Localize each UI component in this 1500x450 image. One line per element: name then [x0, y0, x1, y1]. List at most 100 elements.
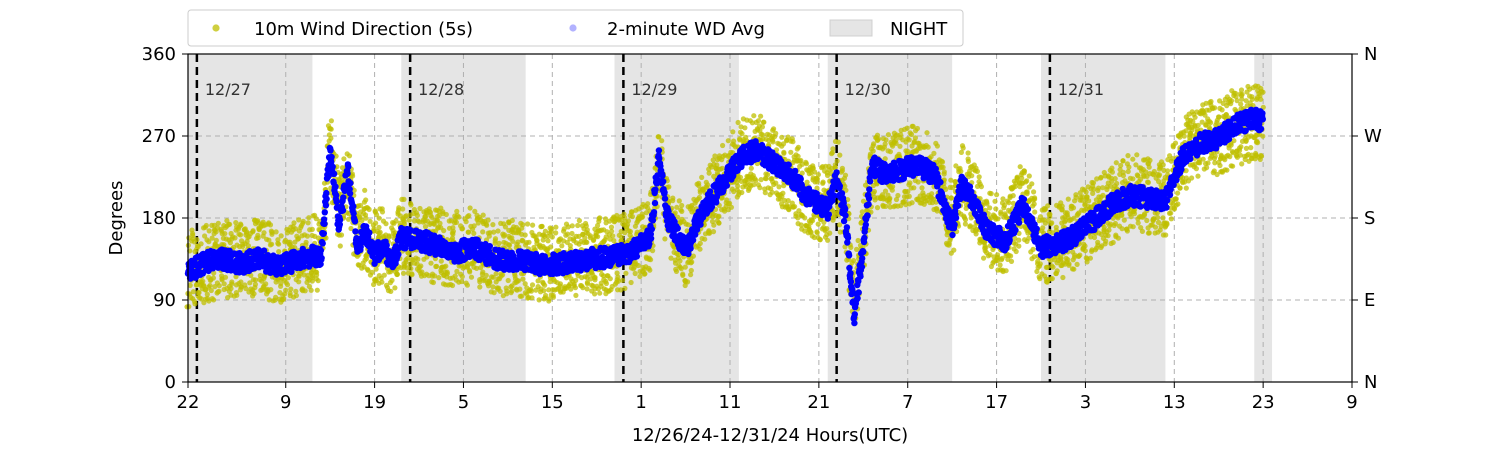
- raw-point: [983, 245, 989, 251]
- raw-point: [276, 241, 282, 247]
- raw-point: [1032, 209, 1038, 215]
- raw-point: [186, 304, 192, 310]
- raw-point: [1156, 172, 1163, 178]
- raw-point: [976, 174, 982, 180]
- raw-point: [814, 230, 820, 236]
- raw-point: [1200, 156, 1206, 162]
- raw-point: [858, 220, 864, 226]
- raw-point: [647, 267, 653, 273]
- raw-point: [244, 238, 250, 244]
- raw-point: [1032, 196, 1038, 202]
- raw-point: [712, 153, 718, 159]
- raw-point: [1193, 166, 1199, 172]
- raw-point: [362, 187, 368, 193]
- raw-point: [817, 237, 823, 243]
- raw-point: [392, 285, 398, 291]
- data-series: [184, 83, 1267, 327]
- raw-point: [356, 213, 362, 220]
- raw-point: [351, 187, 357, 193]
- raw-point: [515, 278, 522, 284]
- raw-point: [611, 238, 617, 244]
- day-marker-label: 12/29: [631, 80, 677, 99]
- raw-point: [216, 283, 222, 289]
- raw-point: [484, 222, 490, 228]
- raw-point: [785, 198, 791, 204]
- raw-point: [609, 228, 615, 234]
- raw-point: [627, 228, 634, 235]
- raw-point: [234, 292, 240, 298]
- raw-point: [483, 272, 489, 278]
- day-marker-label: 12/31: [1058, 80, 1104, 99]
- raw-point: [535, 278, 541, 284]
- raw-point: [456, 214, 462, 220]
- raw-point: [1000, 196, 1006, 202]
- raw-point: [376, 224, 382, 230]
- raw-point: [688, 267, 694, 274]
- raw-point: [502, 224, 508, 230]
- raw-point: [619, 234, 625, 240]
- raw-point: [373, 266, 379, 272]
- raw-point: [679, 208, 685, 214]
- raw-point: [678, 266, 684, 272]
- raw-point: [406, 217, 412, 223]
- raw-point: [1134, 152, 1140, 158]
- raw-point: [288, 286, 294, 292]
- raw-point: [436, 275, 442, 281]
- raw-point: [814, 179, 820, 185]
- raw-point: [882, 156, 888, 162]
- raw-point: [737, 174, 744, 180]
- raw-point: [958, 149, 965, 155]
- raw-point: [628, 279, 634, 286]
- raw-point: [308, 287, 314, 293]
- raw-point: [662, 236, 668, 242]
- raw-point: [758, 177, 764, 183]
- raw-point: [1024, 178, 1030, 184]
- raw-point: [195, 289, 201, 296]
- raw-point: [812, 169, 818, 175]
- raw-point: [525, 221, 531, 227]
- raw-point: [1243, 145, 1249, 151]
- raw-point: [549, 234, 555, 240]
- raw-point: [366, 206, 372, 212]
- raw-point: [962, 221, 969, 227]
- raw-point: [426, 206, 432, 212]
- raw-point: [1050, 264, 1056, 270]
- raw-point: [367, 218, 373, 224]
- raw-point: [1139, 228, 1145, 234]
- raw-point: [994, 192, 1000, 198]
- raw-point: [1165, 168, 1171, 174]
- raw-point: [450, 228, 456, 234]
- raw-point: [296, 217, 302, 223]
- raw-point: [491, 229, 497, 235]
- raw-point: [1102, 241, 1108, 247]
- avg-point: [486, 243, 493, 250]
- raw-point: [1029, 181, 1035, 187]
- raw-point: [825, 237, 831, 243]
- raw-point: [987, 205, 993, 211]
- raw-point: [1146, 164, 1152, 170]
- raw-point: [811, 234, 818, 241]
- raw-point: [213, 237, 219, 243]
- raw-point: [1125, 153, 1131, 159]
- raw-point: [522, 281, 528, 287]
- raw-point: [534, 238, 540, 244]
- raw-point: [211, 297, 217, 303]
- raw-point: [967, 223, 973, 229]
- raw-point: [795, 144, 802, 150]
- avg-point: [323, 189, 330, 197]
- raw-point: [1130, 156, 1136, 162]
- raw-point: [886, 199, 892, 205]
- raw-point: [211, 270, 217, 276]
- raw-point: [536, 297, 542, 303]
- avg-point: [346, 190, 354, 197]
- avg-point: [383, 242, 390, 249]
- raw-point: [859, 209, 865, 215]
- raw-point: [565, 231, 571, 237]
- raw-point: [238, 279, 244, 285]
- raw-point: [1045, 203, 1051, 209]
- raw-point: [757, 185, 763, 191]
- raw-point: [379, 279, 385, 285]
- raw-point: [434, 263, 440, 269]
- raw-point: [827, 230, 833, 236]
- raw-point: [293, 288, 299, 294]
